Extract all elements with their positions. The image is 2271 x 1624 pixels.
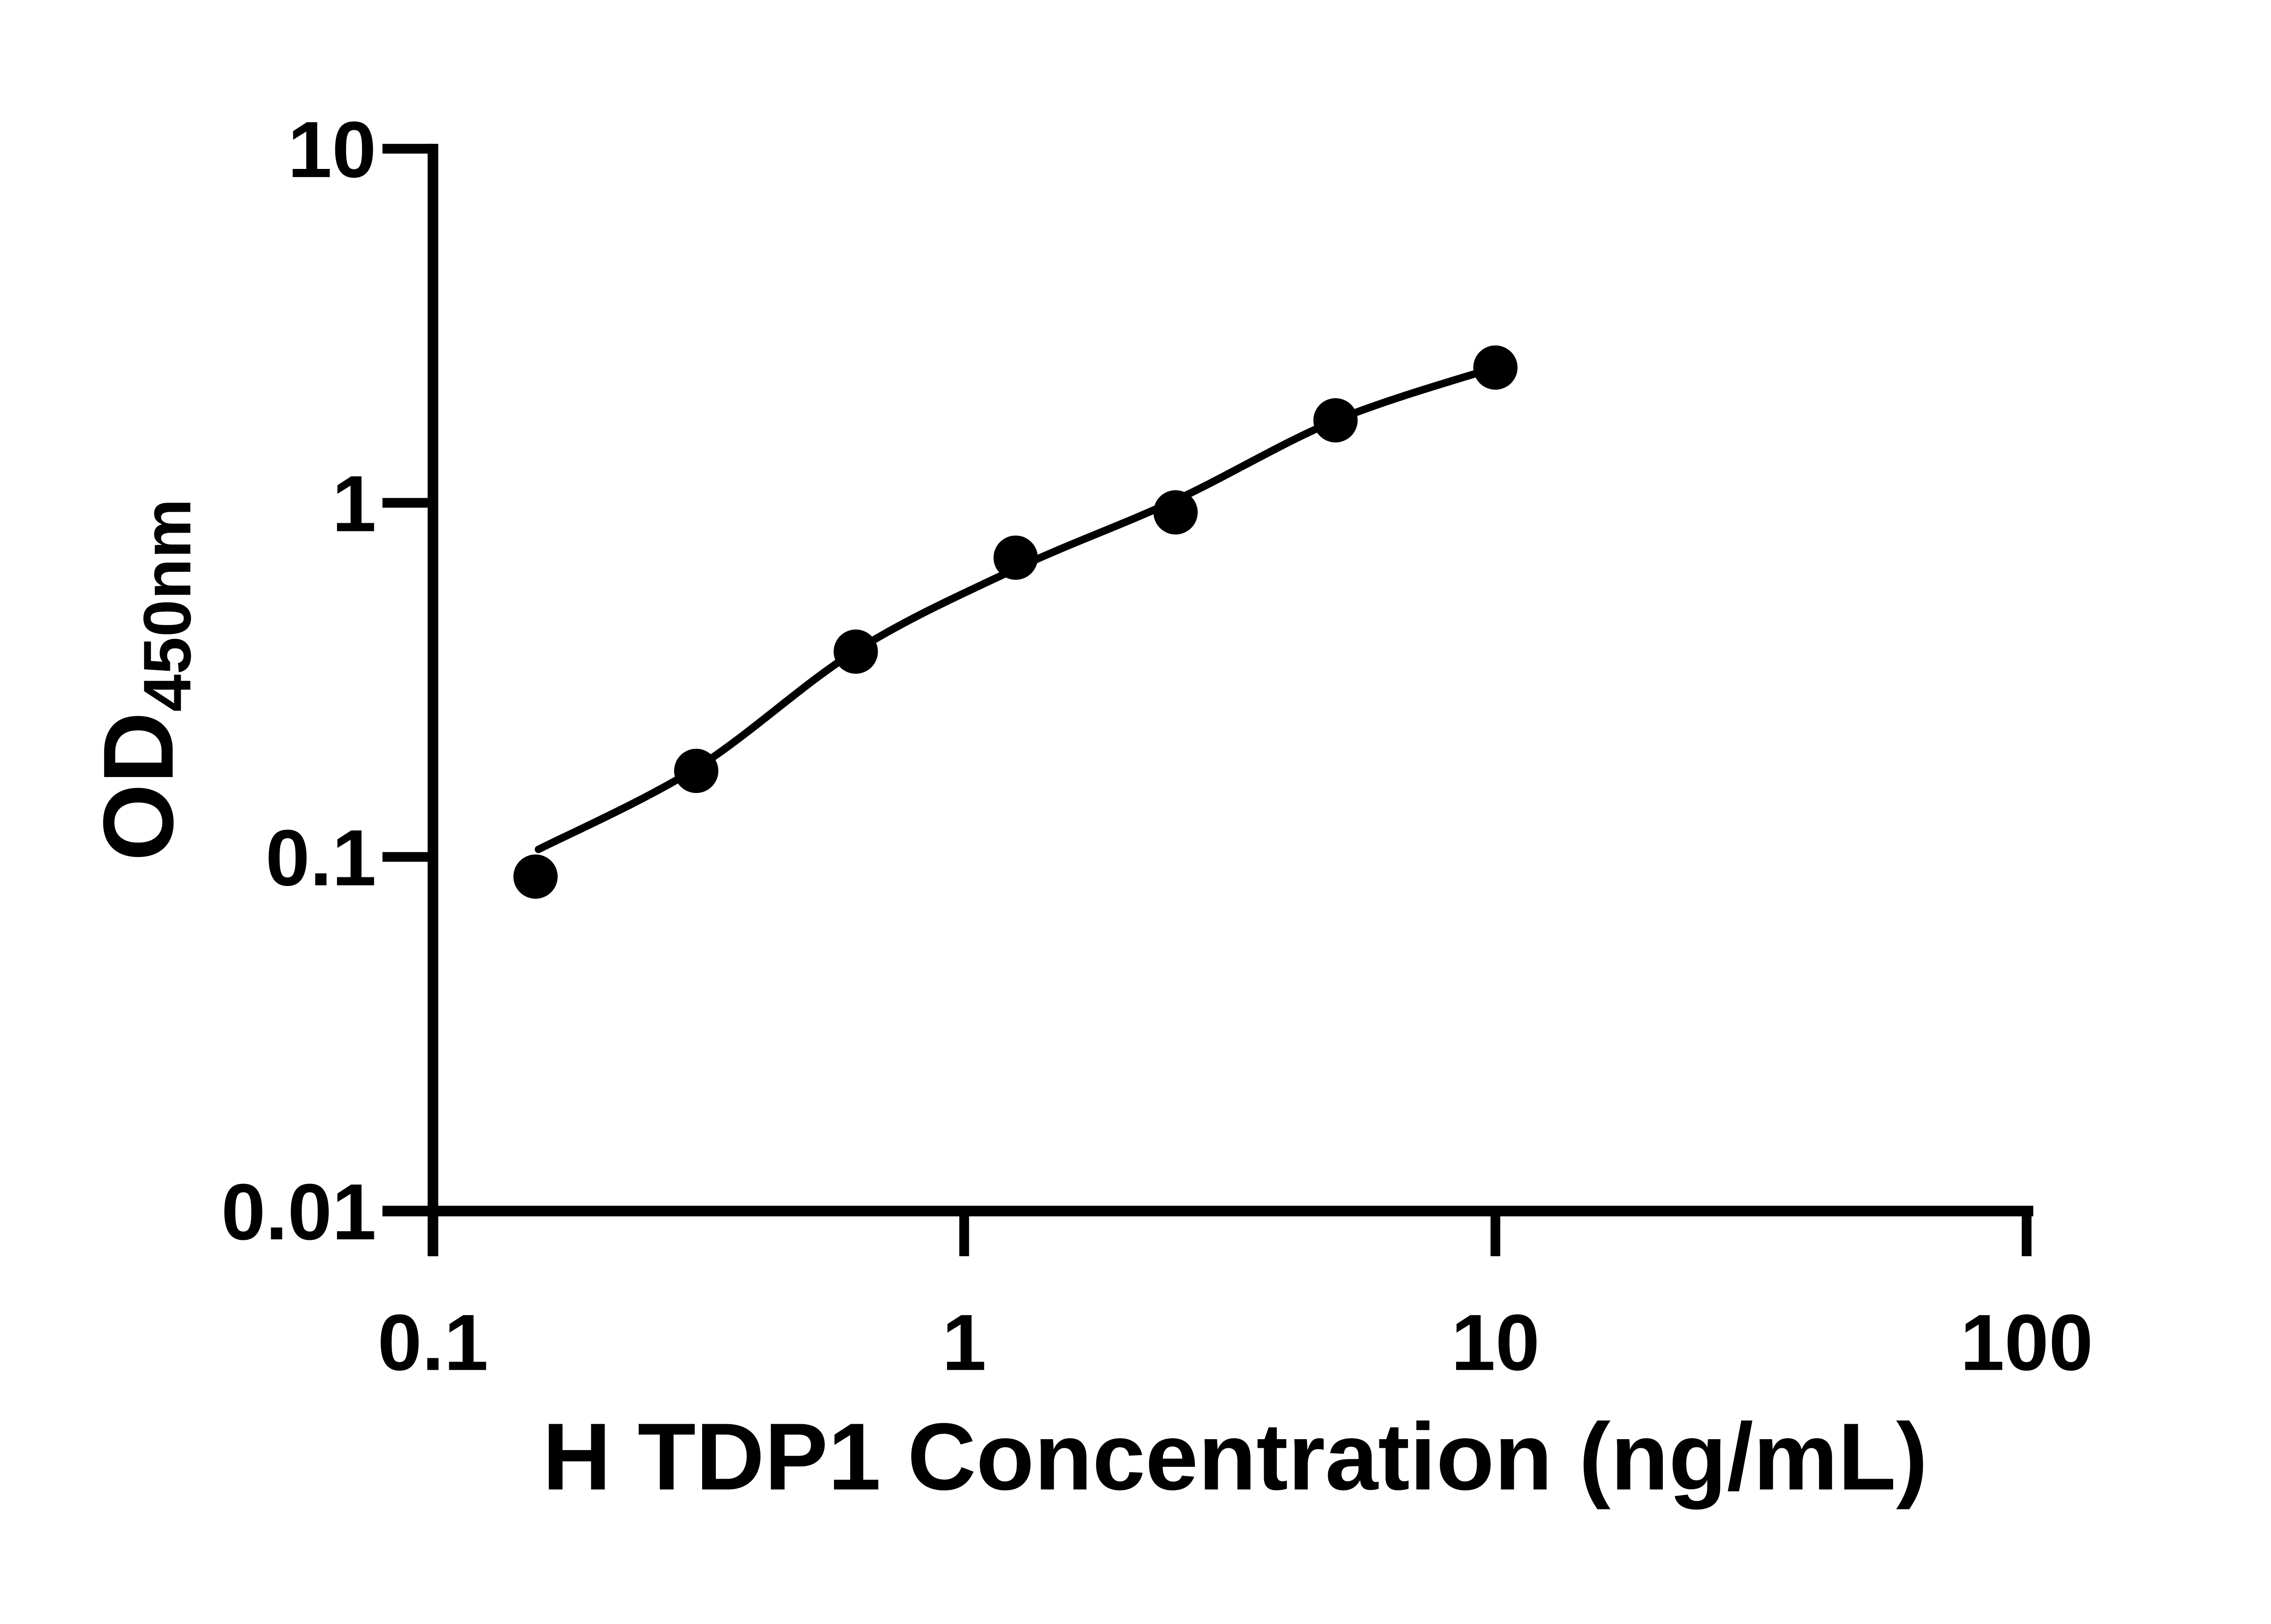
data-point: [993, 535, 1038, 580]
data-point: [1153, 490, 1198, 535]
y-axis-title-main: OD: [83, 712, 194, 861]
x-tick-label: 1: [942, 1298, 987, 1387]
y-tick-label: 0.01: [221, 1168, 376, 1257]
data-point: [674, 748, 719, 793]
y-tick-label: 10: [288, 105, 376, 194]
x-axis-title: H TDP1 Concentration (ng/mL): [542, 1404, 1928, 1510]
figure-container: 0.01 0.1 1 10 0.1 1 10 100 H TDP1 Concentratio…: [0, 0, 2271, 1583]
data-points-group: [513, 345, 1518, 899]
y-tick-label: 1: [332, 460, 377, 549]
data-point: [1313, 398, 1358, 443]
data-point: [1473, 345, 1518, 390]
data-point: [513, 854, 558, 899]
chart-background: [0, 0, 2271, 1583]
axes-group: [382, 144, 2033, 1257]
x-tick-label: 0.1: [377, 1298, 488, 1387]
y-axis-title-sub: 450nm: [130, 499, 205, 712]
x-tick-label: 100: [1960, 1298, 2093, 1387]
y-axis-title: OD450nm: [83, 499, 205, 861]
data-point: [833, 629, 878, 674]
x-tick-label: 10: [1451, 1298, 1540, 1387]
y-tick-label: 0.1: [266, 813, 377, 902]
x-tick-labels: 0.1 1 10 100: [377, 1298, 2093, 1387]
y-tick-labels: 0.01 0.1 1 10: [221, 105, 376, 1257]
y-axis-title-group: OD450nm: [83, 499, 205, 861]
